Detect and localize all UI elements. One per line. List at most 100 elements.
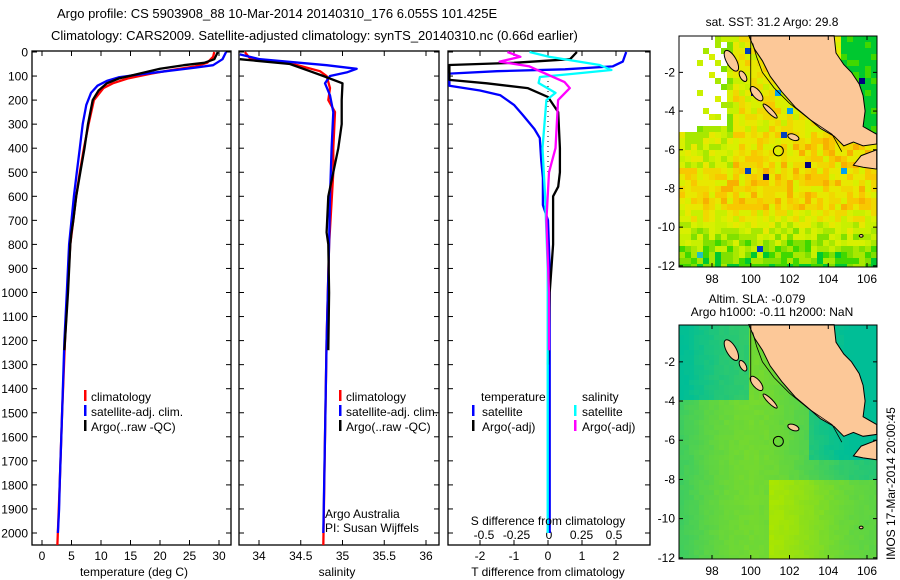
map-cell xyxy=(871,216,877,222)
map-cell xyxy=(754,410,759,415)
x-tick-label: 35 xyxy=(336,549,350,563)
map-cell xyxy=(823,156,829,162)
map-cell xyxy=(865,78,871,84)
map-cell xyxy=(759,540,764,545)
map-cell xyxy=(865,240,871,246)
map-cell xyxy=(679,36,685,42)
map-cell xyxy=(704,365,709,370)
map-cell xyxy=(769,96,775,102)
map-cell xyxy=(703,210,709,216)
map-cell xyxy=(779,390,784,395)
map-cell xyxy=(709,380,714,385)
map-cell xyxy=(869,545,874,550)
map-cell xyxy=(769,186,775,192)
map-cell xyxy=(739,258,745,264)
map-cell xyxy=(759,505,764,510)
map-cell xyxy=(804,520,809,525)
map-cell xyxy=(744,430,749,435)
map-cell xyxy=(684,415,689,420)
map-cell xyxy=(781,96,787,102)
map-cell xyxy=(784,390,789,395)
map-cell xyxy=(839,335,844,340)
map-cell xyxy=(781,258,787,264)
map-cell xyxy=(784,500,789,505)
map-cell xyxy=(864,415,869,420)
map-cell xyxy=(874,405,877,410)
map-cell xyxy=(769,370,774,375)
map-cell xyxy=(739,500,744,505)
map-cell xyxy=(779,555,784,559)
map-cell xyxy=(829,186,835,192)
lat-tick-label: -2 xyxy=(664,355,675,369)
map-cell xyxy=(874,340,877,345)
map-cell xyxy=(759,500,764,505)
map-cell xyxy=(865,198,871,204)
map-cell xyxy=(799,132,805,138)
map-cell xyxy=(697,228,703,234)
map-cell xyxy=(757,246,763,252)
map-cell xyxy=(759,490,764,495)
lat-tick-label: -6 xyxy=(664,143,675,157)
map-cell xyxy=(703,102,709,108)
map-cell xyxy=(749,455,754,460)
map-cell xyxy=(727,90,733,96)
map-cell xyxy=(784,525,789,530)
map-cell xyxy=(824,555,829,559)
map-cell xyxy=(787,180,793,186)
map-cell xyxy=(694,330,699,335)
map-cell xyxy=(759,400,764,405)
map-cell xyxy=(871,246,877,252)
map-cell xyxy=(739,400,744,405)
map-cell xyxy=(829,465,834,470)
map-cell xyxy=(759,420,764,425)
map-cell xyxy=(789,415,794,420)
map-cell xyxy=(739,485,744,490)
map-cell xyxy=(709,60,715,66)
map-cell xyxy=(854,440,859,445)
map-cell xyxy=(704,515,709,520)
map-cell xyxy=(703,42,709,48)
map-cell xyxy=(709,258,715,264)
map-cell xyxy=(811,162,817,168)
map-cell xyxy=(684,380,689,385)
map-cell xyxy=(715,198,721,204)
map-cell xyxy=(754,420,759,425)
map-cell xyxy=(829,264,835,267)
map-cell xyxy=(769,475,774,480)
map-cell xyxy=(751,126,757,132)
map-cell xyxy=(739,550,744,555)
map-cell xyxy=(697,216,703,222)
map-cell xyxy=(694,495,699,500)
map-cell xyxy=(709,515,714,520)
map-cell xyxy=(744,525,749,530)
map-cell xyxy=(814,440,819,445)
map-cell xyxy=(781,168,787,174)
lon-tick-label: 104 xyxy=(818,272,838,286)
map-cell xyxy=(699,470,704,475)
map-cell xyxy=(704,330,709,335)
depth-tick-label: 0 xyxy=(21,46,28,60)
map-cell xyxy=(779,405,784,410)
map-cell xyxy=(874,495,877,500)
map-cell xyxy=(817,240,823,246)
map-cell xyxy=(763,96,769,102)
map-cell xyxy=(733,114,739,120)
map-cell xyxy=(739,66,745,72)
map-cell xyxy=(709,216,715,222)
map-cell xyxy=(774,430,779,435)
map-cell xyxy=(733,108,739,114)
map-cell xyxy=(844,505,849,510)
map-cell xyxy=(787,246,793,252)
map-cell xyxy=(757,186,763,192)
map-cell xyxy=(779,495,784,500)
map-cell xyxy=(834,435,839,440)
map-cell xyxy=(727,42,733,48)
map-cell xyxy=(729,415,734,420)
s-difference-axis-label: S difference from climatology xyxy=(471,514,626,528)
map-cell xyxy=(754,340,759,345)
map-cell xyxy=(744,385,749,390)
map-cell xyxy=(804,405,809,410)
map-cell xyxy=(729,380,734,385)
map-cell xyxy=(733,180,739,186)
map-cell xyxy=(819,500,824,505)
